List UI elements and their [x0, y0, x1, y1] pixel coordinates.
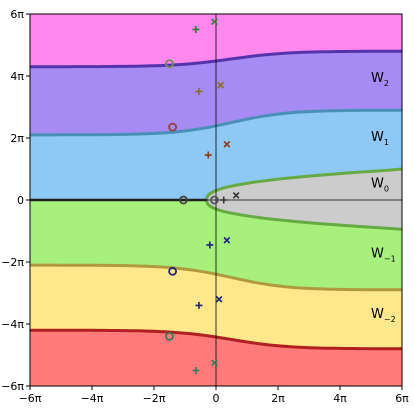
- plus-marker-1: [195, 88, 203, 95]
- circle-marker-2: [179, 195, 188, 205]
- cross-marker-1: [217, 81, 225, 89]
- cross-marker-0: [211, 18, 218, 26]
- plus-marker-5: [195, 301, 203, 309]
- cross-marker-2: [223, 140, 231, 148]
- plus-marker-3: [220, 196, 228, 204]
- x-tick-label-4: 2π: [271, 392, 285, 405]
- region-w0-fill: [206, 169, 402, 230]
- cross-marker-3: [232, 191, 240, 199]
- x-tick-label-0: −6π: [19, 392, 42, 405]
- plus-marker-0: [192, 26, 200, 33]
- y-tick-label-5: −4π: [1, 318, 24, 331]
- plot-frame: [29, 13, 403, 387]
- circle-marker-0: [165, 59, 174, 68]
- x-tick-label-2: −2π: [143, 392, 166, 405]
- y-tick-label-2: 2π: [10, 132, 24, 145]
- y-tick-label-0: 6π: [10, 8, 24, 21]
- plus-marker-4: [206, 241, 214, 249]
- y-tick-label-6: −6π: [1, 380, 24, 393]
- axes: [30, 14, 402, 386]
- cross-marker-6: [211, 359, 218, 367]
- circle-marker-5: [165, 331, 174, 341]
- x-tick-label-6: 6π: [395, 392, 409, 405]
- x-tick-label-5: 4π: [333, 392, 347, 405]
- cross-marker-5: [215, 295, 223, 303]
- cross-marker-4: [223, 236, 231, 244]
- x-tick-label-1: −4π: [81, 392, 104, 405]
- markers: [165, 18, 240, 374]
- circle-marker-1: [168, 122, 178, 132]
- circle-marker-3: [210, 195, 219, 205]
- x-tick-label-3: 0: [213, 392, 220, 405]
- y-tick-label-3: 0: [17, 194, 24, 207]
- plus-marker-2: [204, 151, 212, 159]
- circle-marker-4: [168, 266, 178, 276]
- plus-marker-6: [192, 367, 200, 374]
- tick-labels: −6π −4π −2π 0 2π 4π 6π 6π 4π 2π 0 −2π −4π −6π: [1, 8, 409, 405]
- y-tick-label-4: −2π: [1, 256, 24, 269]
- y-tick-label-1: 4π: [10, 70, 24, 83]
